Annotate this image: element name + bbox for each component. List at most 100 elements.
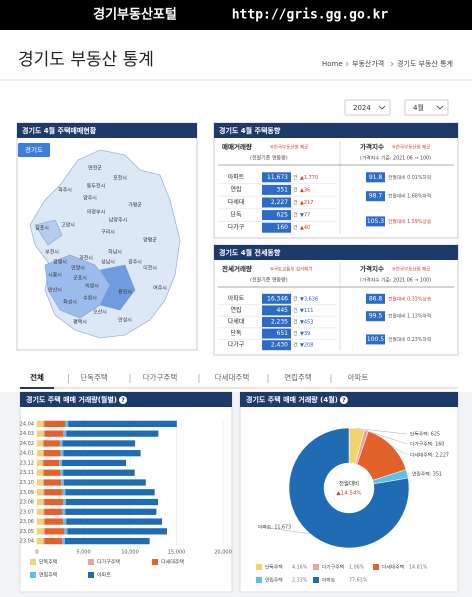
y-tick-label: 23.09 xyxy=(20,490,34,496)
legend-swatch xyxy=(313,577,319,583)
house-type: 다세대 xyxy=(228,198,245,206)
bar-segment xyxy=(63,430,67,437)
bar-segment xyxy=(44,420,66,428)
index-note: (가격지수 기준: 2021.06 → 100) xyxy=(360,277,431,284)
map-panel-title: 경기도 4월 주택매매현황 xyxy=(22,126,97,135)
tab[interactable]: 아파트 xyxy=(348,372,369,382)
count-box xyxy=(262,184,291,195)
map-region-label: 여주시 xyxy=(153,285,167,292)
site-name: 경기부동산포털 xyxy=(93,7,177,23)
house-type: 다가구 xyxy=(228,223,245,231)
map-region-label: 평택시 xyxy=(73,319,87,326)
chart-title: 경기도 주택 매매 거래량 (4월) xyxy=(246,395,338,404)
bar-segment xyxy=(37,489,44,496)
help-icon[interactable] xyxy=(119,396,127,404)
x-tick-label: 0 xyxy=(35,550,38,556)
legend-percent: 77.63% xyxy=(349,578,368,584)
bar-segment xyxy=(44,537,63,545)
bar-segment xyxy=(42,420,45,428)
map-region-label: 구리시 xyxy=(101,229,115,236)
select-box[interactable] xyxy=(404,99,449,116)
legend-percent: 1.06% xyxy=(349,565,365,571)
tab[interactable]: 단독주택 xyxy=(80,372,108,382)
trend-panel-title: 경기도 4월 주택동향 xyxy=(219,126,281,135)
bar-segment xyxy=(68,420,177,428)
index-change: 전월대비 1.68%하락 xyxy=(388,193,432,200)
tab[interactable]: 다세대주택 xyxy=(215,372,250,382)
region-button[interactable] xyxy=(18,143,50,157)
map-region-label: 포천시 xyxy=(113,175,127,182)
breadcrumb-sep xyxy=(390,61,394,67)
bar-segment xyxy=(37,498,44,506)
map-region-label: 성남시 xyxy=(101,259,115,266)
leader-line xyxy=(356,428,408,435)
count-value: 2,430 xyxy=(271,342,288,349)
map-region-label: 양평군 xyxy=(143,237,157,244)
bar-segment xyxy=(59,440,63,447)
map-region-label: 광주시 xyxy=(128,259,142,266)
count-box xyxy=(262,317,291,327)
count-unit: 건 xyxy=(293,295,298,302)
count-change: ▲1,770 xyxy=(300,175,318,181)
bar-segment xyxy=(37,537,44,545)
index-box xyxy=(366,172,385,183)
help-icon[interactable] xyxy=(339,396,348,404)
chart-title: 경기도 주택 매매 거래량(월별) xyxy=(26,395,117,404)
count-unit: 건 xyxy=(293,342,298,349)
count-change: ▲40 xyxy=(300,225,310,231)
tab[interactable]: 연립주택 xyxy=(284,372,312,382)
x-tick-label: 20,000 xyxy=(214,550,232,556)
map-region-label: 용인시 xyxy=(118,289,132,296)
y-tick-label: 24.02 xyxy=(20,441,34,447)
legend-label: 다가구주택 xyxy=(322,564,344,571)
bar-segment xyxy=(66,498,159,506)
help-icon-label[interactable]: ? xyxy=(342,397,346,404)
bar-segment xyxy=(62,489,66,496)
bar-segment xyxy=(43,498,45,506)
chart-panel xyxy=(239,391,459,593)
help-icon-label[interactable]: ? xyxy=(121,397,125,404)
legend-label: 다세대주택 xyxy=(161,559,184,566)
index-box xyxy=(366,311,385,322)
region-button-label[interactable]: 경기도 xyxy=(25,145,43,154)
index-box xyxy=(366,334,385,345)
select-chevron xyxy=(436,105,444,110)
bar-segment xyxy=(43,518,45,525)
house-type: 단독 xyxy=(230,211,242,219)
legend-percent: 14.81% xyxy=(409,565,428,571)
breadcrumb-item: 부동산가격 xyxy=(352,59,384,68)
count-value: 445 xyxy=(277,307,289,314)
map-region-label: 시흥시 xyxy=(48,272,62,279)
y-tick-label: 24.04 xyxy=(20,421,34,427)
map-region-label: 파주시 xyxy=(58,187,72,194)
bar-segment xyxy=(66,430,159,437)
count-box xyxy=(262,305,291,316)
bar-segment xyxy=(43,459,60,467)
bar-segment xyxy=(43,430,45,437)
count-value: 651 xyxy=(277,330,289,337)
map-region-label: 의정부시 xyxy=(87,209,105,216)
trend-panel-header xyxy=(214,245,458,260)
tab[interactable]: 다가구주택 xyxy=(143,372,178,382)
count-unit: 건 xyxy=(293,174,298,181)
index-change: 전월대비 0.33%상승 xyxy=(388,295,432,302)
tab[interactable]: 전체 xyxy=(30,372,44,382)
select-box[interactable] xyxy=(344,99,391,116)
index-header: 가격지수 xyxy=(360,264,384,273)
bar-segment xyxy=(37,430,44,437)
count-unit: 건 xyxy=(293,319,298,326)
y-tick-label: 24.03 xyxy=(20,431,34,437)
index-box xyxy=(366,191,385,202)
volume-source: ※한국부동산원 제공 xyxy=(270,144,308,151)
count-change: ▼453 xyxy=(300,320,313,326)
count-value: 11,673 xyxy=(267,174,288,181)
house-type: 단독 xyxy=(230,329,242,337)
x-tick-label: 5,000 xyxy=(76,550,90,556)
legend-label: 아파트 xyxy=(97,572,111,579)
index-change: 전월대비 1.13%하락 xyxy=(388,313,432,320)
bar-segment xyxy=(42,459,44,467)
y-tick-label: 23.07 xyxy=(20,509,34,515)
bar-segment xyxy=(42,479,44,486)
leader-line xyxy=(260,526,311,534)
bar-segment xyxy=(63,479,146,486)
